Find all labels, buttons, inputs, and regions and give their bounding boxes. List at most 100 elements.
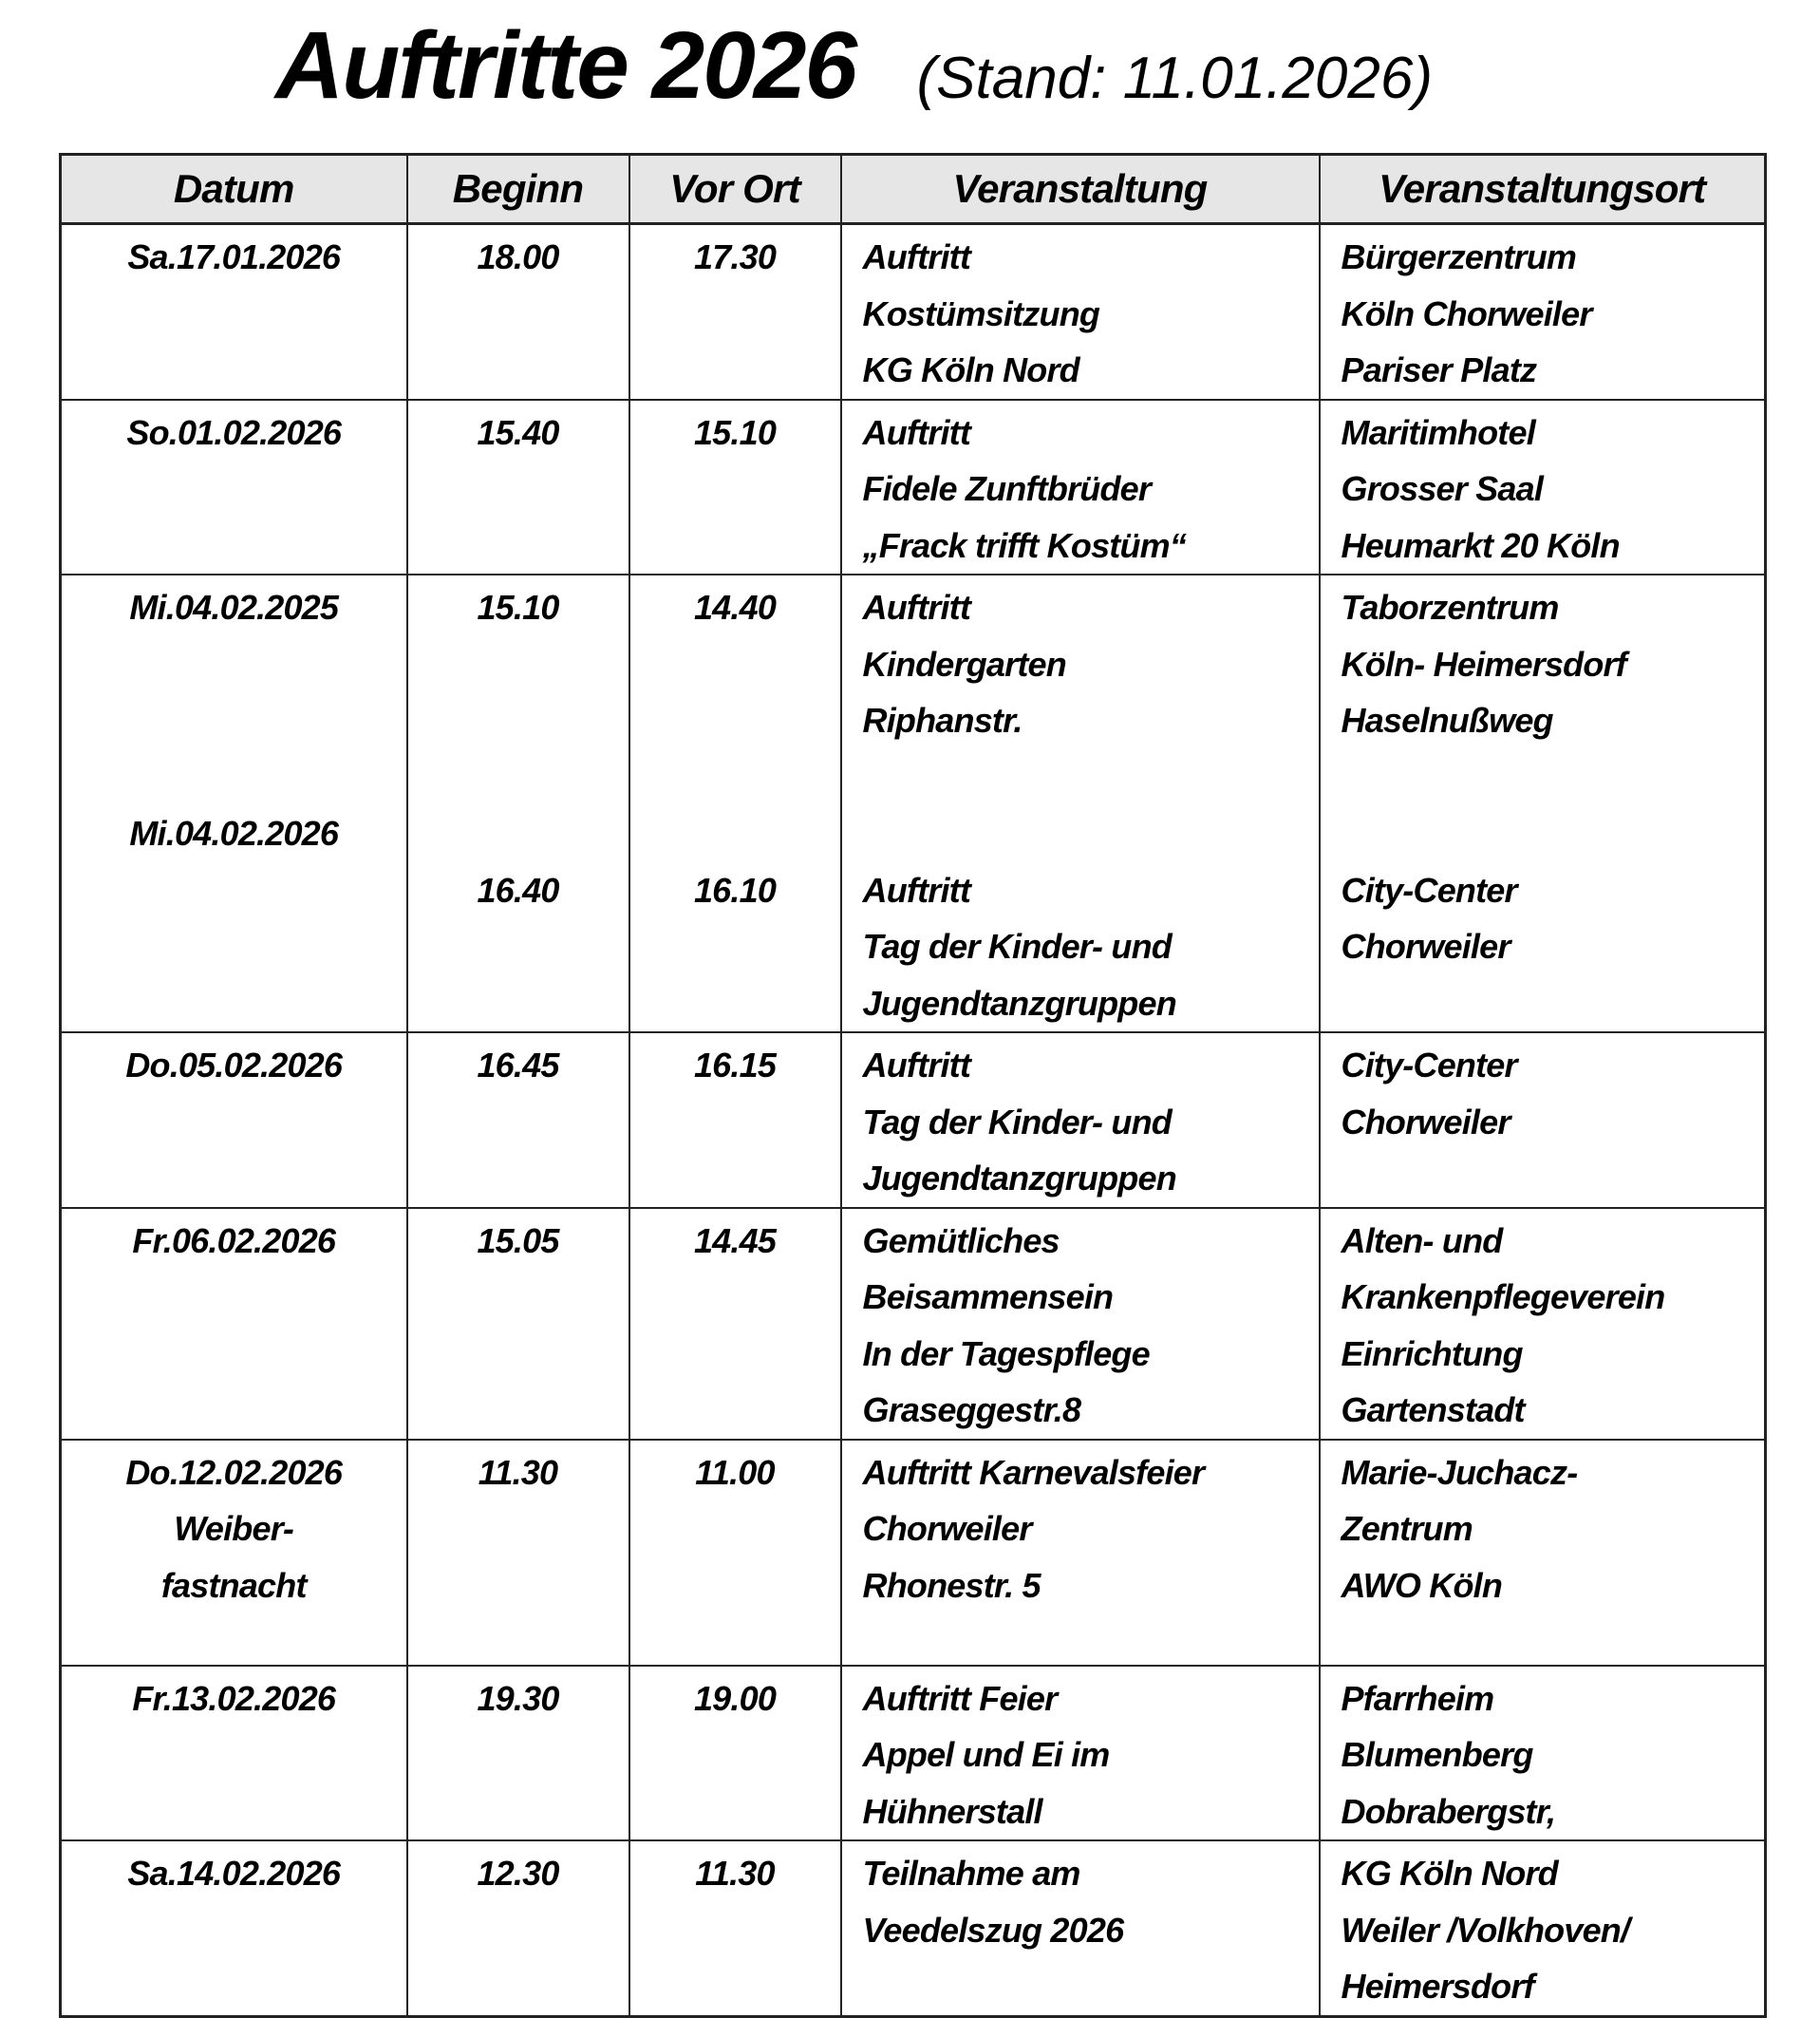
cell-line: Pfarrheim bbox=[1341, 1678, 1495, 1718]
cell-vor-ort: 11.30 bbox=[628, 1839, 842, 2017]
cell-line: Weiber- bbox=[174, 1509, 294, 1548]
cell-line: KG Köln Nord bbox=[862, 350, 1080, 389]
cell-veranstaltungsort: Marie-Juchacz- Zentrum AWO Köln bbox=[1318, 1438, 1767, 1667]
blank-line bbox=[630, 692, 840, 749]
cell-line: Köln Chorweiler bbox=[1341, 293, 1593, 333]
cell-line: AWO Köln bbox=[1341, 1565, 1503, 1605]
cell-line: Do.05.02.2026 bbox=[125, 1046, 343, 1084]
cell-veranstaltungsort: KG Köln Nord Weiler /Volkhoven/Heimersdor… bbox=[1318, 1839, 1767, 2017]
table-row: Fr.13.02.2026 19.30 19.00 Auftritt Feier App… bbox=[59, 1664, 1767, 1841]
cell-line: Pariser Platz bbox=[1341, 350, 1538, 389]
cell-line: Heimersdorf bbox=[1341, 1967, 1535, 2006]
entry-gap bbox=[408, 749, 629, 862]
cell-line: Tag der Kinder- und bbox=[862, 1102, 1173, 1141]
cell-line: 15.40 bbox=[477, 412, 559, 452]
cell-veranstaltung: Auftritt Tag der Kinder- und Jugendtanzgru… bbox=[839, 1031, 1321, 1209]
schedule-table: Datum Beginn Vor Ort Veranstaltung Veran… bbox=[59, 153, 1767, 2018]
cell-line: Beisammensein bbox=[862, 1277, 1115, 1316]
cell-line: Rhonestr. 5 bbox=[862, 1565, 1041, 1605]
cell-line: 17.30 bbox=[693, 237, 777, 276]
cell-line: So.01.02.2026 bbox=[126, 412, 342, 452]
cell-vor-ort: 11.00 bbox=[628, 1438, 842, 1667]
cell-line: Zentrum bbox=[1341, 1509, 1473, 1548]
entry-gap bbox=[62, 692, 406, 805]
cell-line: 19.00 bbox=[693, 1678, 777, 1718]
cell-line: Veedelszug 2026 bbox=[862, 1910, 1125, 1950]
cell-beginn: 12.30 bbox=[405, 1839, 630, 2017]
cell-line: Graseggestr.8 bbox=[862, 1390, 1082, 1429]
cell-line: City-Center bbox=[1341, 1046, 1518, 1084]
cell-line: Auftritt bbox=[862, 412, 971, 452]
cell-vor-ort: 16.15 bbox=[628, 1031, 842, 1209]
cell-veranstaltung: Auftritt Kindergarten Riphanstr. Auftritt Ta… bbox=[839, 574, 1321, 1033]
cell-line: Auftritt bbox=[862, 870, 971, 910]
cell-vor-ort: 17.30 bbox=[628, 222, 842, 401]
cell-line: Marie-Juchacz- bbox=[1341, 1452, 1579, 1492]
cell-line: 18.00 bbox=[477, 237, 559, 276]
cell-line: KG Köln Nord bbox=[1341, 1854, 1559, 1893]
cell-line: Gemütliches bbox=[862, 1220, 1060, 1260]
entry-gap bbox=[863, 749, 1319, 862]
cell-beginn: 18.00 bbox=[405, 222, 630, 401]
cell-line: Krankenpflegeverein bbox=[1341, 1277, 1666, 1316]
cell-line: Grosser Saal bbox=[1341, 469, 1544, 508]
cell-line: Dobrabergstr, bbox=[1341, 1791, 1556, 1831]
entry-gap bbox=[1342, 749, 1765, 862]
cell-line: Sa.17.01.2026 bbox=[127, 237, 341, 276]
cell-vor-ort: 14.45 bbox=[628, 1206, 842, 1441]
cell-line: Do.12.02.2026 bbox=[125, 1452, 343, 1492]
cell-line: Fr.06.02.2026 bbox=[132, 1220, 336, 1260]
table-row: So.01.02.2026 15.40 15.10 Auftritt Fidele Zu… bbox=[59, 398, 1767, 575]
cell-line: Kostümsitzung bbox=[862, 293, 1100, 333]
cell-datum: Fr.13.02.2026 bbox=[59, 1664, 408, 1841]
table-row: Fr.06.02.2026 15.05 14.45 Gemütliches Beisam… bbox=[59, 1206, 1767, 1441]
cell-line: Tag der Kinder- und bbox=[862, 927, 1173, 966]
header-veranstaltungsort: Veranstaltungsort bbox=[1318, 153, 1767, 225]
cell-line: Jugendtanzgruppen bbox=[862, 1159, 1177, 1198]
cell-line: 16.15 bbox=[693, 1046, 777, 1084]
cell-veranstaltung: Auftritt Kostümsitzung KG Köln Nord bbox=[839, 222, 1321, 401]
cell-datum: Do.12.02.2026 Weiber-fastnacht bbox=[59, 1438, 408, 1667]
cell-line: Gartenstadt bbox=[1341, 1390, 1526, 1429]
cell-line: Blumenberg bbox=[1341, 1735, 1534, 1774]
cell-veranstaltungsort: Taborzentrum Köln- Heimersdorf Haselnußweg… bbox=[1318, 574, 1767, 1033]
cell-line: Chorweiler bbox=[1341, 927, 1511, 966]
cell-line: Sa.14.02.2026 bbox=[127, 1854, 341, 1893]
cell-line: 14.40 bbox=[693, 588, 777, 627]
cell-line: Auftritt bbox=[862, 588, 971, 627]
cell-line: Köln- Heimersdorf bbox=[1341, 644, 1627, 684]
cell-line: Auftritt bbox=[862, 1046, 971, 1084]
cell-line: Haselnußweg bbox=[1341, 701, 1554, 740]
header-veranstaltung: Veranstaltung bbox=[839, 153, 1321, 225]
cell-line: Mi.04.02.2025 bbox=[129, 588, 339, 627]
cell-veranstaltungsort: City-Center Chorweiler bbox=[1318, 1031, 1767, 1209]
cell-line: 16.40 bbox=[477, 870, 559, 910]
cell-beginn: 15.40 bbox=[405, 398, 630, 575]
cell-line: Appel und Ei im bbox=[862, 1735, 1111, 1774]
cell-line: 11.30 bbox=[695, 1854, 775, 1893]
table-row: Do.12.02.2026 Weiber-fastnacht 11.30 11.00 A… bbox=[59, 1438, 1767, 1667]
cell-veranstaltung: Gemütliches Beisammensein In der Tagespfle… bbox=[839, 1206, 1321, 1441]
entry-gap bbox=[630, 749, 840, 862]
cell-line: Kindergarten bbox=[862, 644, 1067, 684]
cell-line: 14.45 bbox=[693, 1220, 777, 1260]
cell-line: Heumarkt 20 Köln bbox=[1341, 525, 1621, 565]
cell-line: Fidele Zunftbrüder bbox=[862, 469, 1152, 508]
cell-line: Hühnerstall bbox=[862, 1791, 1043, 1831]
cell-line: Auftritt bbox=[862, 237, 971, 276]
cell-line: 16.45 bbox=[477, 1046, 559, 1084]
cell-line: Auftritt Feier bbox=[862, 1678, 1059, 1718]
cell-veranstaltungsort: Maritimhotel Grosser Saal Heumarkt 20 Köln bbox=[1318, 398, 1767, 575]
cell-veranstaltungsort: Alten- und Krankenpflegeverein Einrichtung… bbox=[1318, 1206, 1767, 1441]
cell-line: Mi.04.02.2026 bbox=[129, 814, 339, 853]
cell-line: Weiler /Volkhoven/ bbox=[1341, 1910, 1631, 1950]
cell-line: 12.30 bbox=[477, 1854, 559, 1893]
cell-line: fastnacht bbox=[160, 1565, 308, 1605]
table-row: Mi.04.02.2025 Mi.04.02.2026 15.10 16.40 14… bbox=[59, 574, 1767, 1033]
status-date: (Stand: 11.01.2026) bbox=[916, 46, 1433, 111]
cell-datum: Sa.17.01.2026 bbox=[59, 222, 408, 401]
cell-line: Taborzentrum bbox=[1341, 588, 1560, 627]
table-row: Do.05.02.2026 16.45 16.15 Auftritt Tag der K… bbox=[59, 1031, 1767, 1209]
cell-line: Chorweiler bbox=[862, 1509, 1033, 1548]
cell-veranstaltung: Auftritt Karnevalsfeier Chorweiler Rhonest… bbox=[839, 1438, 1321, 1667]
